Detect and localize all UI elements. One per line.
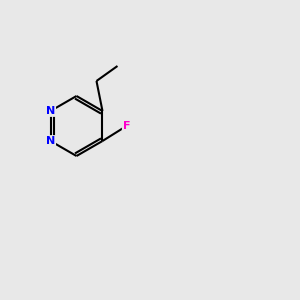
Text: F: F — [123, 121, 130, 131]
Text: N: N — [46, 106, 55, 116]
Text: N: N — [46, 136, 55, 146]
